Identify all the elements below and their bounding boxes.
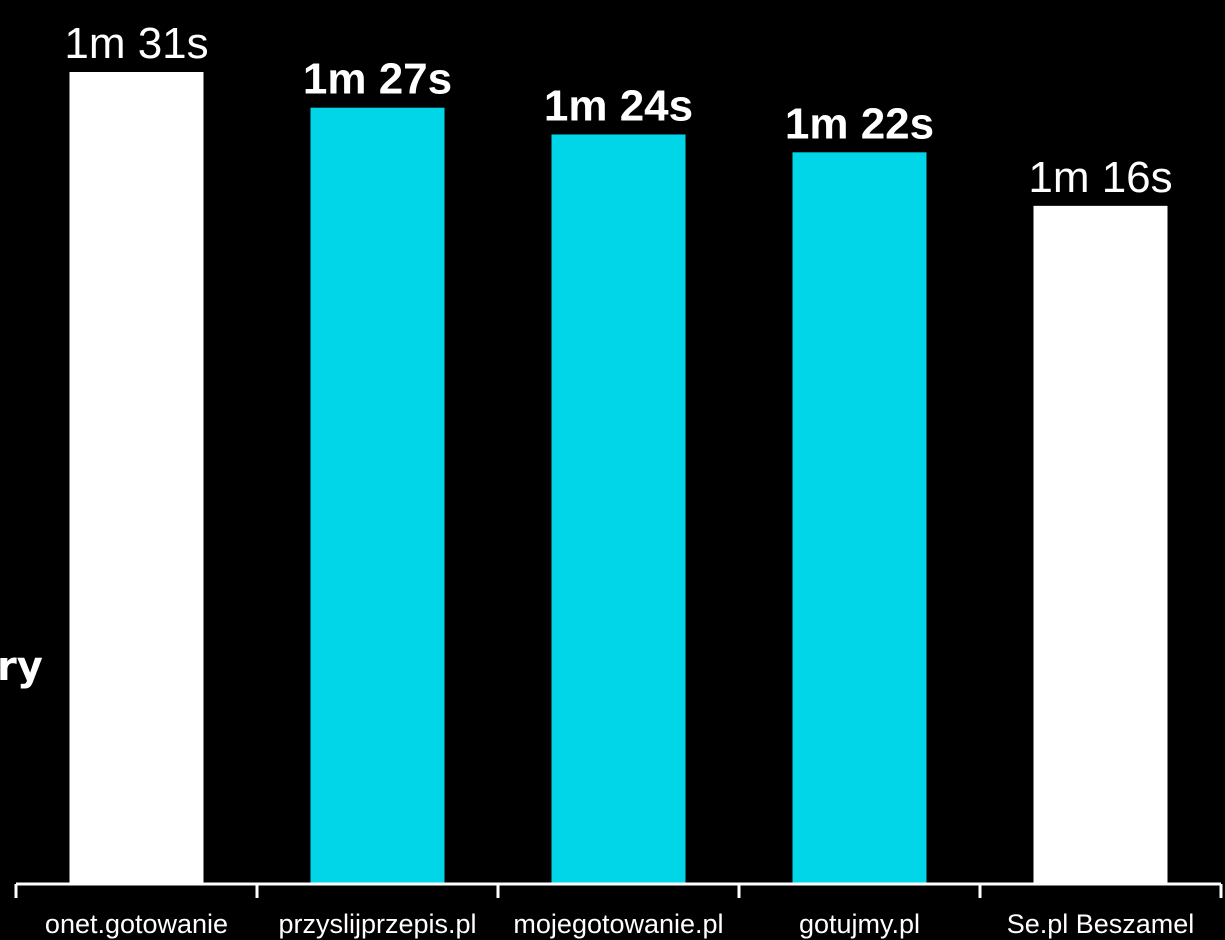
data-label: 1m 27s xyxy=(303,55,452,104)
value-labels-group: 1m 31s 1m 27s 1m 24s 1m 22s 1m 16s xyxy=(64,19,1172,202)
bar-3 xyxy=(792,152,927,885)
category-tick-label: Se.pl Beszamel xyxy=(1007,909,1195,939)
bar-0 xyxy=(69,72,204,884)
data-label: 1m 22s xyxy=(785,99,934,148)
data-label: 1m 24s xyxy=(544,81,693,130)
bars-group xyxy=(69,72,1168,885)
category-tick-label: mojegotowanie.pl xyxy=(513,909,723,939)
category-tick-label: przyslijprzepis.pl xyxy=(278,909,476,939)
category-tick-label: onet.gotowanie xyxy=(45,909,228,939)
category-tick-label: gotujmy.pl xyxy=(799,909,920,939)
side-text-fragment: ry xyxy=(0,644,43,690)
bar-2 xyxy=(551,134,686,884)
x-axis-ticks xyxy=(14,884,1223,898)
category-labels-group: onet.gotowanie przyslijprzepis.pl mojegoto… xyxy=(45,909,1194,939)
data-label: 1m 31s xyxy=(64,19,208,68)
bar-1 xyxy=(310,107,445,884)
bar-4 xyxy=(1033,205,1168,884)
data-label: 1m 16s xyxy=(1028,153,1172,202)
